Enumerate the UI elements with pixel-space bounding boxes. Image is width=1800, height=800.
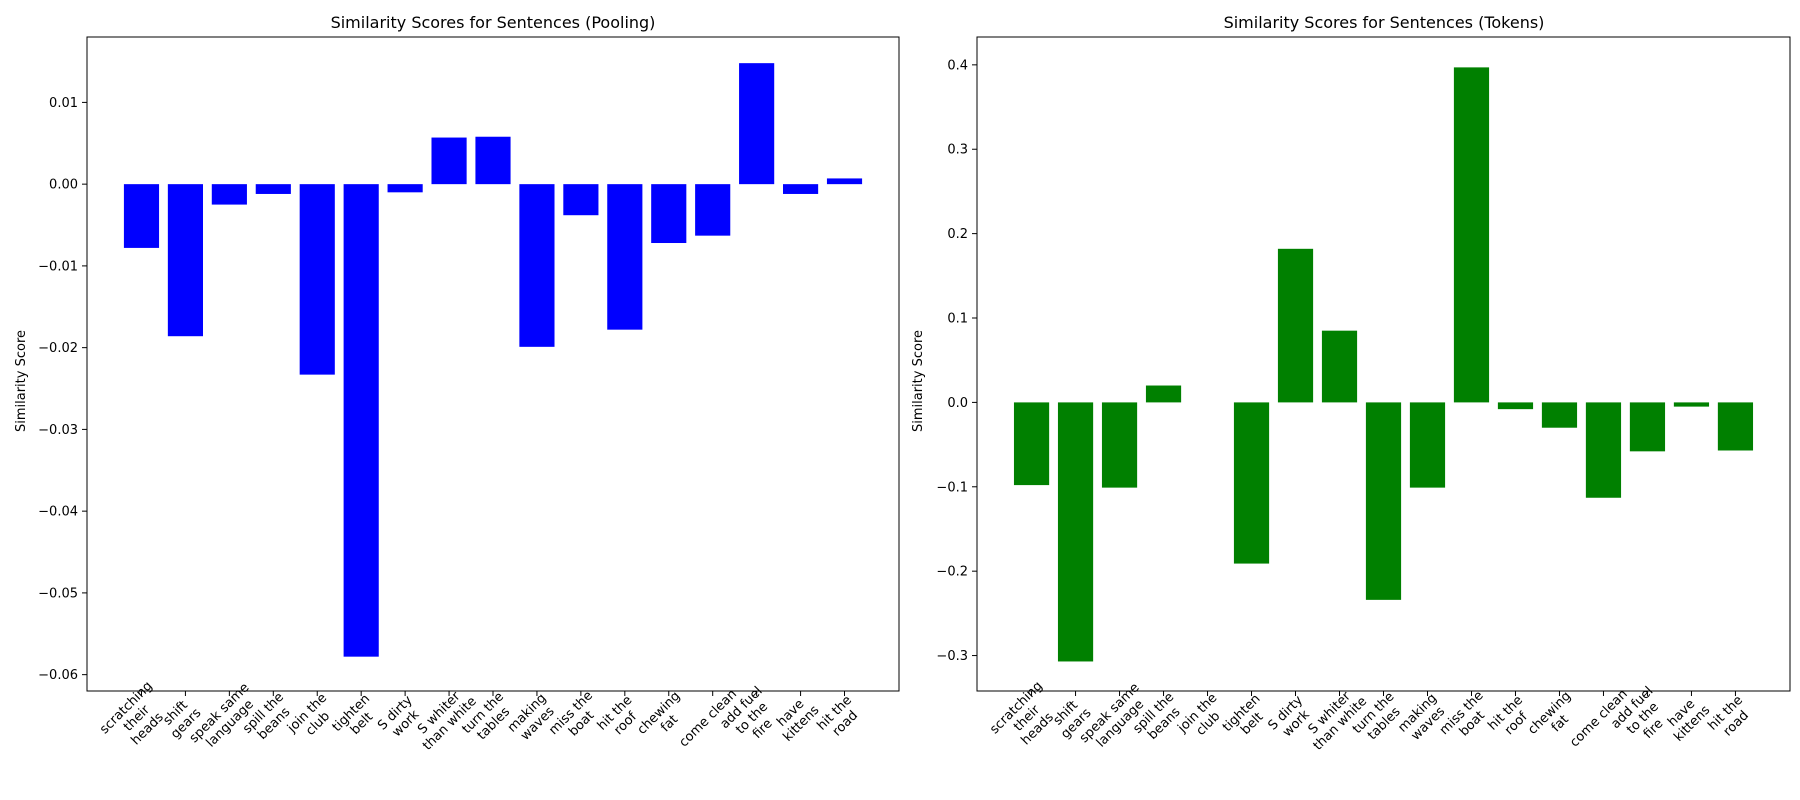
tokens-bar-9 — [1409, 402, 1446, 488]
tokens-x-tick-label-15: havekittens — [1661, 692, 1714, 745]
pooling-x-tick-label-11: hit theroof — [595, 693, 646, 744]
pooling-bar-11 — [607, 184, 643, 330]
tokens-x-tick-label-5: tightenbelt — [1220, 691, 1274, 745]
pooling-chart-title: Similarity Scores for Sentences (Pooling… — [331, 13, 656, 32]
pooling-bar-0 — [123, 184, 160, 248]
tokens-y-tick-label-2: 0.2 — [947, 227, 968, 242]
pooling-bar-4 — [299, 184, 335, 375]
pooling-bar-7 — [431, 137, 467, 185]
pooling-x-tick-label-6: S dirtywork — [375, 693, 426, 744]
tokens-x-tick-label-16: hit theroad — [1705, 693, 1756, 744]
pooling-bar-1 — [167, 184, 203, 337]
tokens-x-tick-label-4: join theclub — [1174, 691, 1230, 747]
pooling-y-axis-label: Similarity Score — [14, 330, 29, 432]
pooling-x-tick-label-5: tightenbelt — [330, 691, 384, 745]
tokens-bar-13 — [1585, 402, 1622, 498]
tokens-bar-3 — [1145, 385, 1182, 403]
tokens-bar-10 — [1453, 67, 1490, 403]
tokens-y-tick-label-3: 0.1 — [947, 312, 968, 327]
tokens-bar-7 — [1321, 330, 1358, 403]
pooling-x-tick-label-9: makingwaves — [505, 691, 560, 746]
tokens-bar-11 — [1497, 402, 1534, 410]
pooling-x-tick-label-4: join theclub — [284, 691, 340, 747]
pooling-y-tick-label-1: 0.00 — [49, 178, 78, 193]
tokens-y-tick-label-5: −0.1 — [936, 480, 968, 495]
pooling-y-tick-label-5: −0.04 — [38, 505, 78, 520]
tokens-y-tick-label-0: 0.4 — [947, 58, 968, 73]
tokens-chart: Similarity Scores for Sentences (Tokens)… — [911, 13, 1791, 754]
pooling-plot-frame — [86, 36, 900, 692]
tokens-bar-14 — [1629, 402, 1666, 452]
pooling-bar-3 — [255, 184, 291, 194]
tokens-x-tick-label-3: spill thebeans — [1130, 690, 1188, 748]
pooling-bar-8 — [475, 136, 511, 185]
pooling-bar-9 — [519, 184, 555, 347]
tokens-bar-12 — [1541, 402, 1578, 428]
tokens-bar-1 — [1057, 402, 1094, 662]
tokens-bar-8 — [1365, 402, 1402, 600]
pooling-y-tick-label-7: −0.06 — [38, 668, 78, 683]
tokens-y-tick-label-4: 0.0 — [947, 396, 968, 411]
tokens-y-tick-label-7: −0.3 — [936, 649, 968, 664]
pooling-bar-12 — [651, 184, 687, 244]
tokens-bar-15 — [1673, 402, 1710, 407]
pooling-x-tick-label-3: spill thebeans — [240, 690, 298, 748]
pooling-x-tick-label-15: havekittens — [770, 692, 823, 745]
pooling-bar-15 — [783, 184, 819, 194]
tokens-y-tick-label-6: −0.2 — [936, 565, 968, 580]
tokens-bar-16 — [1717, 402, 1754, 451]
pooling-x-tick-label-16: hit theroad — [814, 693, 865, 744]
tokens-bar-5 — [1233, 402, 1270, 564]
tokens-x-tick-label-9: makingwaves — [1395, 691, 1450, 746]
tokens-x-tick-label-11: hit theroof — [1485, 693, 1536, 744]
pooling-y-tick-label-4: −0.03 — [38, 423, 78, 438]
pooling-y-tick-label-6: −0.05 — [38, 586, 78, 601]
pooling-bar-2 — [211, 184, 247, 205]
pooling-bar-16 — [826, 178, 863, 185]
tokens-y-tick-label-1: 0.3 — [947, 143, 968, 158]
tokens-bar-0 — [1013, 402, 1050, 486]
pooling-bar-14 — [739, 63, 775, 185]
pooling-chart: Similarity Scores for Sentences (Pooling… — [14, 13, 900, 754]
pooling-y-tick-label-2: −0.01 — [38, 259, 78, 274]
pooling-bar-10 — [563, 184, 599, 216]
tokens-x-tick-label-10: miss theboat — [1437, 688, 1497, 748]
tokens-bar-2 — [1101, 402, 1138, 488]
tokens-bar-6 — [1277, 248, 1314, 403]
tokens-chart-title: Similarity Scores for Sentences (Tokens) — [1224, 13, 1545, 32]
pooling-x-tick-label-10: miss theboat — [546, 688, 606, 748]
pooling-bar-13 — [695, 184, 731, 236]
pooling-y-tick-label-0: 0.01 — [49, 96, 78, 111]
tokens-x-tick-label-6: S dirtywork — [1265, 693, 1316, 744]
pooling-bar-5 — [343, 184, 379, 657]
pooling-bar-6 — [387, 184, 423, 193]
tokens-y-axis-label: Similarity Score — [911, 330, 926, 432]
pooling-y-tick-label-3: −0.02 — [38, 341, 78, 356]
